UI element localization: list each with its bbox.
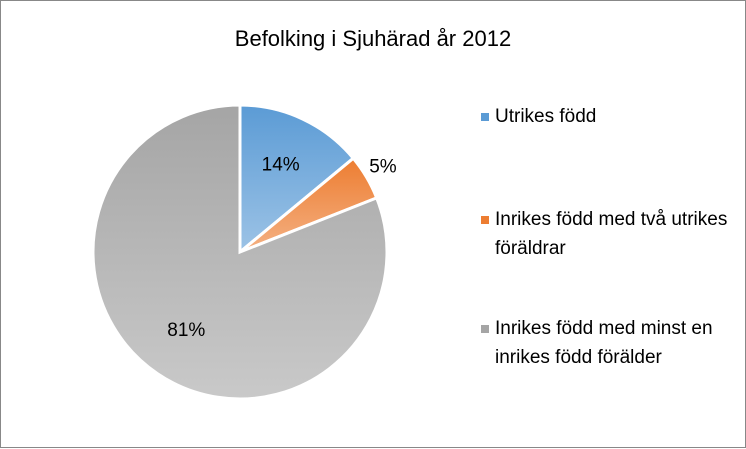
legend-entry: Inrikes född med två utrikes föräldrar <box>481 205 740 263</box>
legend-label: Inrikes född med minst en inrikes född f… <box>495 318 713 368</box>
legend-swatch <box>481 216 489 224</box>
chart-title: Befolking i Sjuhärad år 2012 <box>235 26 511 51</box>
data-label: 81% <box>167 320 205 341</box>
pie-slice <box>238 103 356 256</box>
legend-entry: Inrikes född med minst en inrikes född f… <box>481 314 740 372</box>
data-label: 14% <box>262 155 300 176</box>
legend-swatch <box>481 325 489 333</box>
legend-swatch <box>481 113 489 121</box>
legend-entry: Utrikes född <box>481 102 740 131</box>
data-label: 5% <box>369 156 397 177</box>
legend-label: Inrikes född med två utrikes föräldrar <box>495 209 728 259</box>
pie-slice <box>91 103 389 401</box>
legend-label: Utrikes född <box>495 106 597 127</box>
